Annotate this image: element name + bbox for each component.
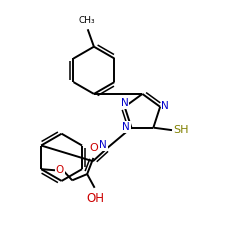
Text: OH: OH [87, 192, 105, 205]
Text: CH₃: CH₃ [78, 16, 95, 25]
Text: O: O [56, 165, 64, 175]
Text: N: N [162, 100, 169, 110]
Text: N: N [120, 98, 128, 108]
Text: N: N [122, 122, 130, 132]
Text: N: N [99, 140, 107, 150]
Text: SH: SH [173, 125, 189, 135]
Text: O: O [90, 144, 98, 154]
